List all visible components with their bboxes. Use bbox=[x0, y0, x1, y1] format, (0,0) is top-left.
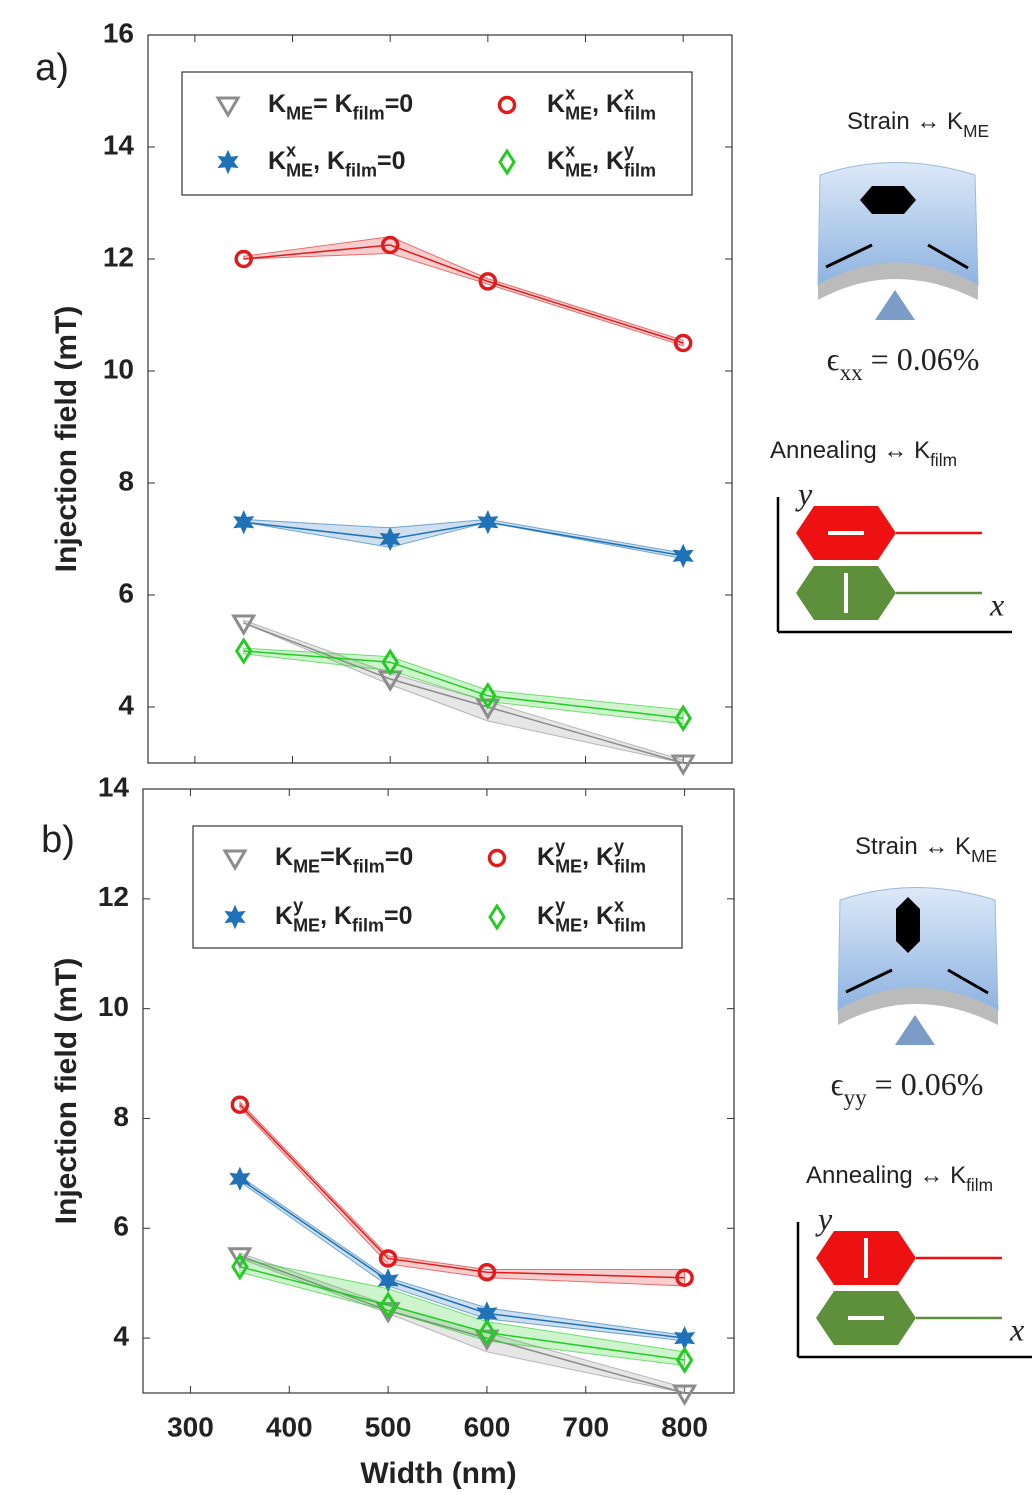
annotation: Strain ↔ KME bbox=[855, 833, 997, 865]
line bbox=[240, 1105, 685, 1278]
x-tick-label: 500 bbox=[365, 1411, 412, 1442]
y-tick-label: 4 bbox=[118, 689, 134, 720]
line bbox=[244, 245, 683, 343]
annotation: x bbox=[989, 586, 1004, 622]
x-tick-label: 400 bbox=[266, 1411, 313, 1442]
annotation: ϵxx = 0.06% bbox=[827, 341, 980, 385]
y-tick-label: 8 bbox=[118, 465, 134, 496]
annotation: Strain ↔ KME bbox=[847, 108, 989, 140]
domain-wall-device bbox=[896, 897, 920, 953]
band bbox=[240, 1102, 685, 1286]
y-tick-label: 6 bbox=[113, 1211, 129, 1242]
y-tick-label: 10 bbox=[103, 353, 134, 384]
support bbox=[895, 1015, 935, 1045]
band bbox=[244, 648, 683, 724]
annotation: x bbox=[1009, 1311, 1024, 1347]
panel-label: b) bbox=[41, 819, 75, 861]
x-tick-label: 800 bbox=[661, 1411, 708, 1442]
y-axis-label: Injection field (mT) bbox=[50, 306, 83, 573]
support bbox=[875, 290, 915, 320]
x-axis-label: Width (nm) bbox=[360, 1457, 516, 1490]
annotation: Annealing ↔ Kfilm bbox=[806, 1162, 993, 1194]
y-tick-label: 12 bbox=[98, 881, 129, 912]
annotation: ϵyy = 0.06% bbox=[831, 1066, 984, 1110]
y-tick-label: 16 bbox=[103, 17, 134, 48]
panel: 4 6 8 10 12 14 300 400 500 600 700 800 Width (nm) Inj… bbox=[41, 771, 1032, 1490]
annotation: Annealing ↔ Kfilm bbox=[770, 437, 957, 469]
y-tick-label: 4 bbox=[113, 1320, 129, 1351]
x-tick-label: 600 bbox=[464, 1411, 511, 1442]
x-tick-label: 700 bbox=[562, 1411, 609, 1442]
figure: 46810121416Injection field (mT)a)KME= Kf… bbox=[0, 0, 1034, 1495]
domain-wall-device bbox=[860, 186, 916, 214]
annotation: y bbox=[815, 1200, 833, 1236]
y-tick-label: 14 bbox=[98, 771, 130, 802]
x-tick-label: 300 bbox=[167, 1411, 214, 1442]
y-tick-label: 10 bbox=[98, 991, 129, 1022]
y-tick-label: 6 bbox=[118, 577, 134, 608]
y-tick-label: 12 bbox=[103, 241, 134, 272]
panel-label: a) bbox=[35, 47, 69, 89]
y-tick-label: 14 bbox=[103, 129, 135, 160]
y-tick-label: 8 bbox=[113, 1101, 129, 1132]
band bbox=[244, 519, 683, 558]
y-axis-label: Injection field (mT) bbox=[50, 958, 83, 1225]
annotation: y bbox=[795, 475, 813, 511]
